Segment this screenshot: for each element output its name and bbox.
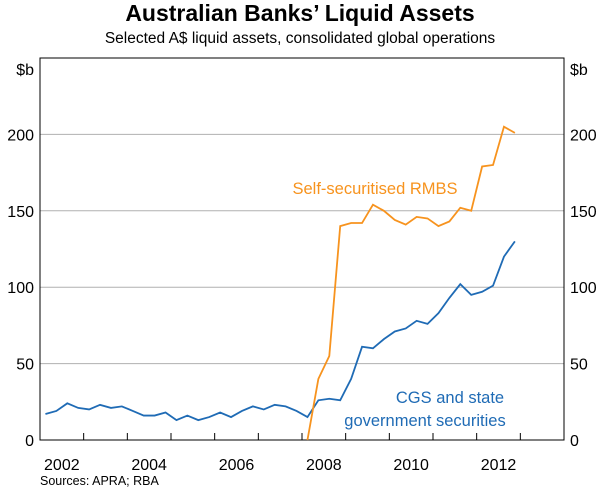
x-tick-label: 2008 <box>306 457 342 474</box>
y-tick-label-right: 0 <box>570 433 579 450</box>
y-tick-label-right: 200 <box>570 127 597 144</box>
y-tick-label-left: 150 <box>7 204 34 221</box>
y-axis-unit-right: $b <box>570 62 588 79</box>
y-tick-label-left: 100 <box>7 280 34 297</box>
series-line-cgs <box>45 240 516 422</box>
x-tick-label: 2010 <box>393 457 429 474</box>
y-tick-label-left: 200 <box>7 127 34 144</box>
x-tick-label: 2006 <box>219 457 255 474</box>
y-tick-label-left: 0 <box>25 433 34 450</box>
chart-subtitle: Selected A$ liquid assets, consolidated … <box>104 30 496 47</box>
y-axis-unit-left: $b <box>16 62 34 79</box>
source-note: Sources: APRA; RBA <box>40 474 159 488</box>
y-tick-label-right: 50 <box>570 357 588 374</box>
chart-title: Australian Banks’ Liquid Assets <box>125 0 475 26</box>
y-tick-label-left: 50 <box>16 357 34 374</box>
x-tick-label: 2012 <box>481 457 517 474</box>
series-line-rmbs <box>306 125 516 441</box>
series-label-cgs: CGS and state <box>396 389 504 407</box>
series-label-rmbs: Self-securitised RMBS <box>292 180 457 198</box>
series-label-cgs: government securities <box>344 412 505 430</box>
x-tick-label: 2002 <box>44 457 80 474</box>
y-tick-label-right: 100 <box>570 280 597 297</box>
y-tick-label-right: 150 <box>570 204 597 221</box>
plot-frame <box>39 57 565 441</box>
x-tick-label: 2004 <box>131 457 167 474</box>
